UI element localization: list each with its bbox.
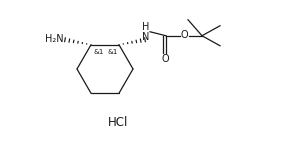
Text: &1: &1 (93, 49, 103, 55)
Text: O: O (161, 54, 169, 64)
Text: O: O (180, 30, 188, 40)
Text: H₂N: H₂N (45, 34, 64, 44)
Text: H: H (142, 22, 150, 32)
Text: &1: &1 (107, 49, 117, 55)
Text: HCl: HCl (108, 115, 128, 128)
Text: N: N (142, 32, 150, 42)
